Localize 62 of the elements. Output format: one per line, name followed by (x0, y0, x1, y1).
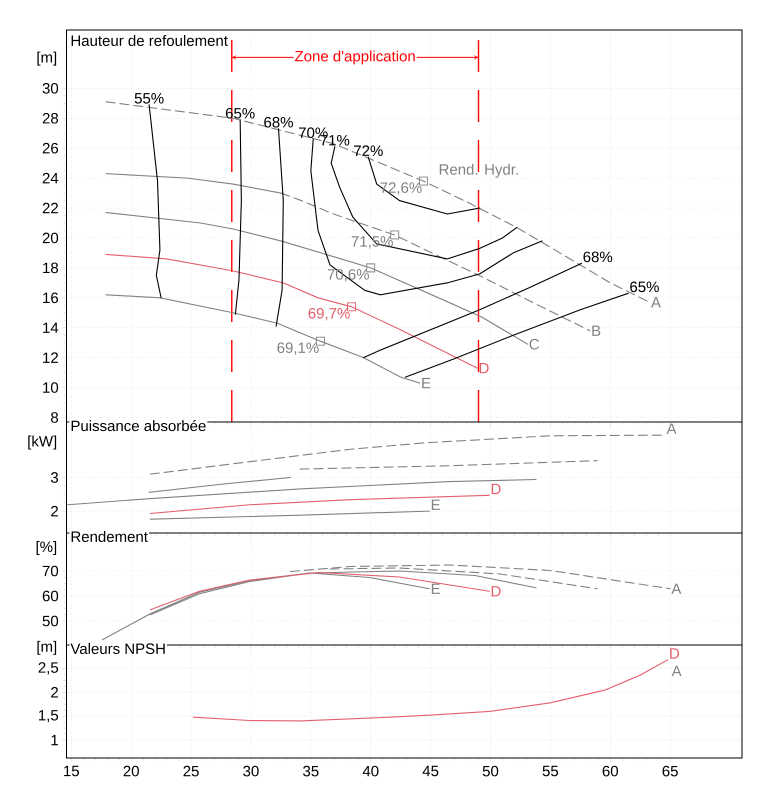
series-label: E (432, 584, 440, 594)
y-tick-label: 10 (43, 382, 58, 393)
series-label: 68% (264, 116, 293, 128)
y-tick-label: 60 (42, 590, 58, 602)
y-tick-label: 14 (43, 322, 58, 333)
chart-title: Valeurs NPSH (70, 643, 165, 654)
x-tick-label: 45 (422, 766, 438, 776)
x-tick-label: 50 (482, 766, 498, 776)
y-tick-label: 22 (42, 202, 58, 214)
y-tick-label: 18 (43, 262, 58, 274)
series-label: A (671, 584, 682, 594)
annotation: Rend. Hydr. (440, 164, 518, 178)
y-tick-label: 50 (42, 616, 58, 626)
series-label: D (670, 648, 680, 659)
y-tick-label: 20 (42, 232, 58, 244)
y-tick-label: 1,5 (38, 710, 58, 722)
x-tick-label: 60 (602, 766, 618, 776)
y-axis-title: [m] (37, 640, 56, 655)
y-tick-label: 8 (51, 412, 58, 423)
x-tick-label: 55 (542, 766, 558, 776)
x-tick-label: 30 (243, 766, 259, 776)
y-tick-label: 1 (52, 734, 58, 746)
y-axis-title: [%] (36, 541, 56, 555)
x-tick-label: 35 (303, 766, 319, 776)
series-label: A (666, 424, 677, 434)
y-tick-label: 2 (51, 687, 58, 698)
series-label: D (492, 484, 501, 494)
x-tick-label: 40 (362, 766, 378, 776)
y-tick-label: 3 (50, 472, 58, 483)
series-label: E (432, 500, 440, 510)
y-tick-label: 26 (42, 142, 58, 154)
y-tick-label: 70 (42, 566, 58, 576)
y-axis-title: [kW] (28, 436, 56, 450)
y-tick-label: 30 (42, 83, 58, 94)
x-tick-label: 25 (183, 766, 199, 776)
series-label: E (422, 378, 430, 388)
series-label: 72% (354, 145, 383, 156)
series-label: D (492, 586, 501, 596)
y-tick-label: 2,5 (38, 662, 58, 675)
series-label: 68% (583, 252, 612, 262)
annotation: 69,1% (277, 342, 319, 355)
x-tick-label: 20 (124, 766, 139, 776)
x-tick-label: 15 (64, 766, 80, 776)
y-tick-label: 24 (42, 172, 58, 184)
series-label: B (592, 326, 600, 336)
series-label: D (480, 362, 489, 374)
y-tick-label: 28 (42, 112, 58, 124)
y-tick-label: 12 (43, 352, 58, 363)
y-tick-label: 16 (43, 292, 58, 304)
ref-line-label: Zone d'application (294, 50, 415, 64)
chart-title: Puissance absorbée (72, 420, 206, 432)
y-tick-label: 2 (51, 506, 58, 516)
annotation: 69,7% (308, 308, 350, 320)
series-label: C (530, 338, 540, 350)
series-label: 65% (630, 282, 659, 292)
chart-title: Hauteur de refoulement (72, 34, 228, 46)
x-tick-label: 65 (662, 766, 678, 776)
series-label: A (651, 297, 661, 308)
y-axis-title: [m] (37, 52, 56, 66)
annotation: A (672, 666, 682, 676)
series-label: 55% (134, 93, 164, 104)
chart-title: Rendement (72, 530, 148, 542)
